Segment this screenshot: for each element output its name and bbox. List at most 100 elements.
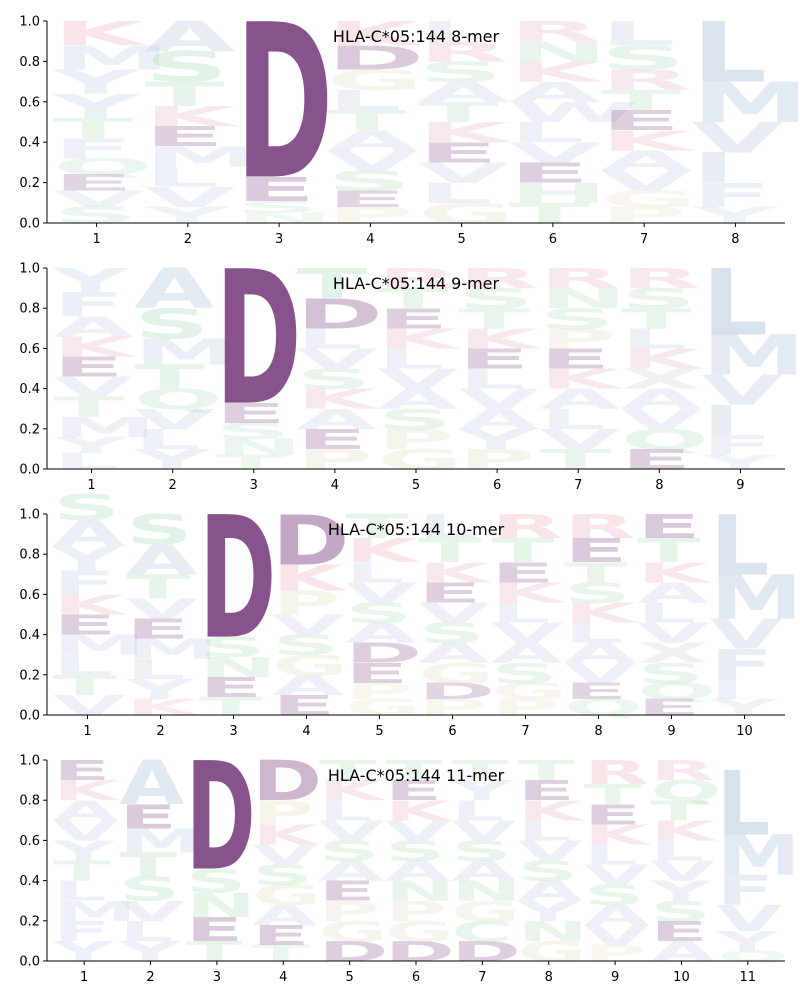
- y-tick-label: 0.2: [19, 422, 40, 437]
- logo-letter: S: [491, 658, 558, 690]
- x-tick-label: 5: [457, 232, 465, 247]
- logo-letter: V: [418, 597, 490, 629]
- logo-letter: E: [385, 775, 443, 807]
- logo-letter: G: [318, 915, 387, 947]
- y-tick-label: 0.0: [19, 217, 40, 232]
- x-tick-label: 10: [673, 970, 690, 985]
- logo-letter: N: [385, 875, 456, 907]
- logo-letter: L: [540, 403, 606, 435]
- logo-letter: V: [540, 423, 621, 455]
- logo-letter: M: [53, 895, 137, 927]
- y-tick-label: 0.6: [19, 834, 40, 849]
- logo-letter: A: [637, 577, 709, 609]
- logo-letter: K: [418, 117, 513, 149]
- logo-letter: G: [418, 198, 515, 230]
- logo-letter: L: [377, 343, 443, 375]
- logo-letter: Q: [621, 423, 710, 455]
- logo-letter: D: [252, 749, 322, 813]
- logo-letter: V: [584, 919, 650, 951]
- logo-letter: V: [418, 157, 509, 189]
- x-tick-label: 1: [83, 724, 91, 739]
- logo-letter: M: [134, 332, 238, 373]
- logo-letter: E: [509, 157, 590, 189]
- logo-letter: T: [215, 451, 286, 474]
- logo-letter: L: [345, 557, 404, 589]
- logo-letter: M: [119, 823, 203, 861]
- logo-letter: E: [53, 755, 111, 787]
- logo-letter: Y: [457, 423, 535, 455]
- logo-letter: V: [717, 898, 782, 939]
- logo-letter: S: [451, 835, 512, 867]
- logo-letter: T: [186, 936, 244, 968]
- logo-letter: S: [53, 487, 120, 529]
- logo-letter: G: [418, 658, 495, 690]
- logo-letter: E: [418, 137, 499, 169]
- logo-letter: K: [296, 383, 381, 415]
- y-tick-label: 0.0: [19, 709, 40, 724]
- logo-letter: T: [621, 303, 692, 335]
- logo-letter: S: [215, 418, 290, 444]
- x-tick-label: 4: [302, 724, 310, 739]
- logo-letter: R: [584, 754, 649, 792]
- logo-letter: F: [53, 133, 134, 165]
- logo-letter: X: [637, 638, 709, 670]
- logo-letter: V: [144, 182, 235, 214]
- logo-letter: V: [296, 343, 377, 375]
- logo-letter: K: [272, 557, 347, 599]
- logo-letter: D: [199, 482, 276, 677]
- logo-letter: F: [717, 866, 775, 915]
- logo-letter: T: [134, 358, 205, 396]
- logo-letter: N: [518, 915, 589, 947]
- x-tick-label: 3: [275, 232, 283, 247]
- logo-letter: V: [318, 815, 384, 847]
- logo-letter: E: [584, 799, 642, 831]
- logo-letter: C: [451, 915, 513, 947]
- logo-letter: V: [252, 839, 318, 871]
- logo-letter: P: [385, 895, 447, 927]
- logo-letter: S: [144, 43, 229, 91]
- x-tick-label: 3: [229, 724, 237, 739]
- logo-letter: S: [53, 203, 138, 229]
- logo-letter: T: [650, 795, 708, 827]
- logo-letter: A: [144, 13, 235, 61]
- logo-letter: A: [377, 383, 458, 415]
- y-tick-label: 1.0: [19, 15, 40, 30]
- logo-letter: L: [584, 839, 638, 871]
- logo-letter: S: [296, 363, 371, 395]
- logo-letter: V: [564, 658, 636, 690]
- logo-letter: I: [692, 144, 736, 192]
- logo-letter: A: [418, 638, 490, 670]
- logo-letter: K: [540, 363, 625, 395]
- logo-letter: Y: [52, 262, 130, 300]
- logo-letter: H: [509, 178, 608, 210]
- logo-letter: R: [540, 262, 620, 294]
- logo-letter: K: [491, 577, 567, 609]
- logo-letter: A: [345, 617, 417, 649]
- y-tick-label: 1.0: [19, 754, 40, 769]
- logo-letter: T: [459, 303, 530, 335]
- x-tick-label: 8: [545, 970, 553, 985]
- logo-letter: D: [451, 936, 521, 968]
- logo-letter: Q: [650, 775, 722, 807]
- logo-letter: T: [637, 532, 701, 570]
- logo-letter: R: [418, 36, 509, 68]
- logo-letter: K: [53, 589, 129, 621]
- logo-letter: M: [717, 824, 800, 888]
- logo-letter: E: [345, 658, 409, 690]
- logo-letter: F: [53, 915, 111, 947]
- logo-letter: Y: [700, 451, 778, 474]
- x-tick-label: 2: [156, 724, 164, 739]
- x-tick-label: 6: [549, 232, 557, 247]
